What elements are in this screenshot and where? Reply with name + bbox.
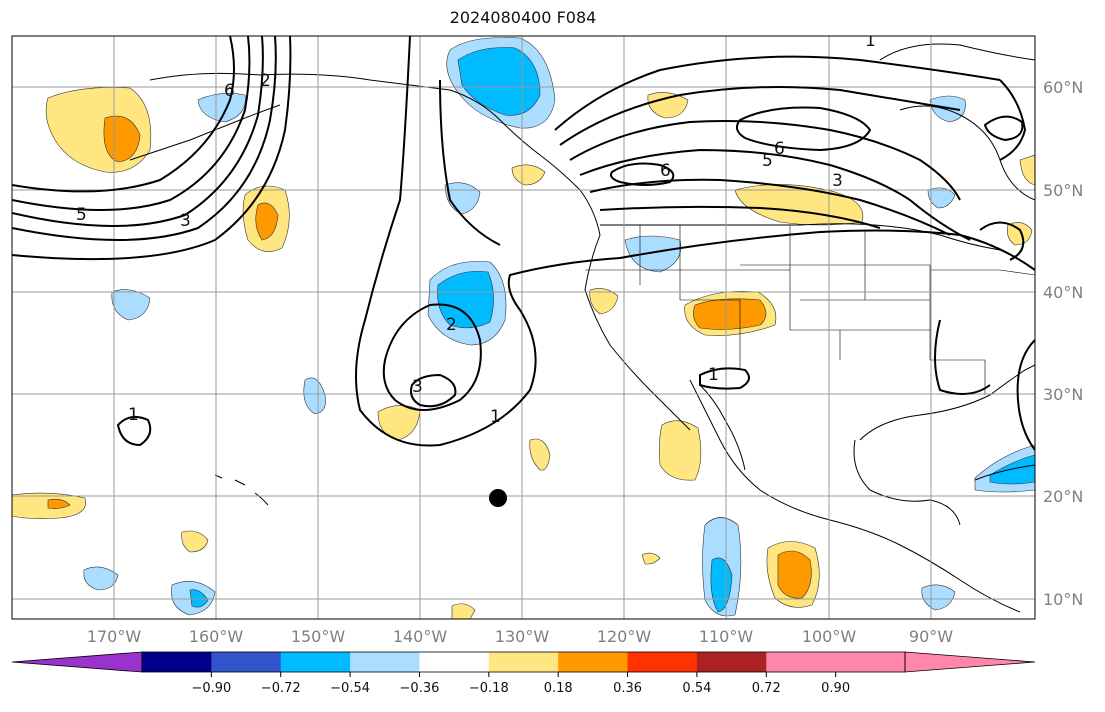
- contour-label: 1: [708, 365, 719, 385]
- coastlines: [129, 43, 1035, 613]
- lon-label: 100°W: [802, 627, 857, 646]
- lon-label: 160°W: [189, 627, 244, 646]
- contour-label: 2: [260, 71, 271, 91]
- colorbar-swatch: [280, 652, 351, 672]
- contour-label: 6: [660, 161, 671, 181]
- contour-label: 3: [180, 211, 191, 231]
- colorbar-swatch: [766, 652, 837, 672]
- contour-label: 1: [128, 405, 139, 425]
- lat-axis: 60°N 50°N 40°N 30°N 20°N 10°N: [1043, 78, 1083, 609]
- colorbar-swatch: [835, 652, 906, 672]
- colorbar-swatch: [142, 652, 212, 672]
- lon-axis: 170°W 160°W 150°W 140°W 130°W 120°W 110°…: [87, 627, 953, 646]
- lon-label: 150°W: [291, 627, 346, 646]
- colorbar-tick-label: 0.72: [752, 681, 781, 696]
- colorbar-extend-low: [11, 651, 143, 673]
- contour-label: 5: [76, 205, 87, 225]
- contour-label: 6: [774, 139, 785, 159]
- lat-label: 60°N: [1043, 78, 1083, 97]
- lon-label: 130°W: [495, 627, 550, 646]
- colorbar-swatch: [696, 652, 767, 672]
- colorbar-swatch: [488, 652, 559, 672]
- colorbar-tick-label: −0.90: [191, 681, 231, 696]
- lat-label: 10°N: [1043, 590, 1083, 609]
- colorbar-tick-label: −0.54: [330, 681, 370, 696]
- gridlines: [12, 36, 1035, 619]
- contour-label: 3: [412, 377, 423, 397]
- anomaly-shading: [12, 37, 1035, 619]
- colorbar-tick-label: −0.36: [400, 681, 440, 696]
- contour-label: 1: [490, 407, 501, 427]
- contour-label: 1: [865, 31, 876, 51]
- colorbar: −0.90 −0.72 −0.54 −0.36 −0.18 0.18 0.36 0.54 0.7…: [11, 651, 1036, 696]
- contour-label: 2: [446, 315, 457, 335]
- colorbar-tick-label: 0.54: [682, 681, 711, 696]
- colorbar-border: [141, 651, 906, 673]
- contour-label: 5: [762, 151, 773, 171]
- contour-label: 6: [224, 81, 235, 101]
- colorbar-swatch: [211, 652, 282, 672]
- colorbar-tick-label: 0.18: [544, 681, 573, 696]
- location-marker: [489, 489, 507, 507]
- lat-label: 40°N: [1043, 283, 1083, 302]
- colorbar-swatch: [350, 652, 420, 672]
- lon-label: 170°W: [87, 627, 142, 646]
- map-area: [12, 36, 1035, 619]
- colorbar-swatch: [419, 652, 490, 672]
- lon-label: 90°W: [909, 627, 953, 646]
- colorbar-swatch: [627, 652, 698, 672]
- colorbar-tick-label: −0.72: [261, 681, 301, 696]
- contour-label: 3: [832, 171, 843, 191]
- lon-label: 140°W: [393, 627, 448, 646]
- lon-label: 110°W: [699, 627, 754, 646]
- contour-lines: [12, 36, 1035, 451]
- colorbar-extend-high: [904, 651, 1036, 673]
- colorbar-swatch: [558, 652, 629, 672]
- lat-label: 30°N: [1043, 385, 1083, 404]
- state-borders: [585, 225, 1035, 395]
- lat-label: 20°N: [1043, 487, 1083, 506]
- map-title: 2024080400 F084: [449, 8, 597, 27]
- lon-label: 120°W: [597, 627, 652, 646]
- colorbar-tick-label: 0.36: [613, 681, 642, 696]
- colorbar-tick-label: −0.18: [469, 681, 509, 696]
- map-frame: [11, 35, 1036, 620]
- lat-label: 50°N: [1043, 181, 1083, 200]
- colorbar-tick-label: 0.90: [821, 681, 850, 696]
- contour-label-group: 1 2 3 5 6 1 2 3 1 3 5 6 1 6: [76, 31, 876, 427]
